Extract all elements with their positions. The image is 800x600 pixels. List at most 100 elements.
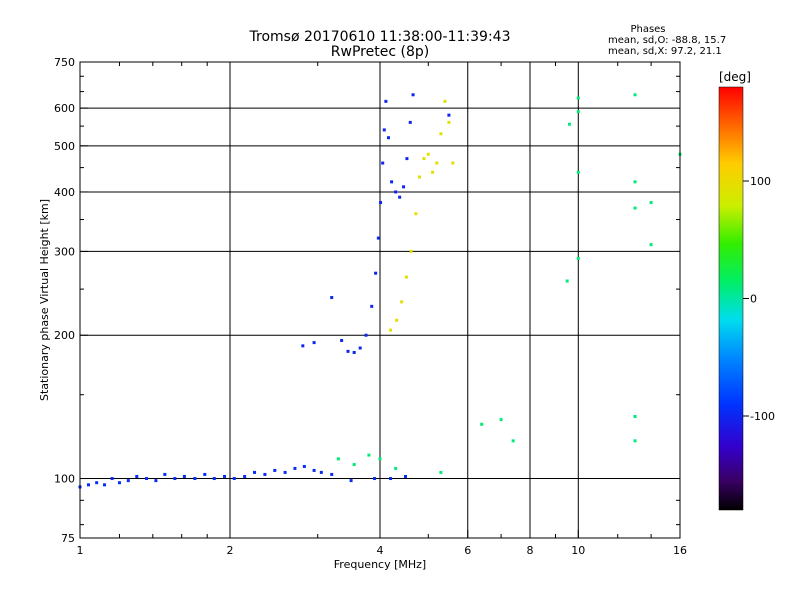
chart-subtitle: RwPretec (8p) (331, 44, 429, 60)
data-point (370, 304, 374, 308)
data-point (633, 180, 637, 184)
chart-title: Tromsø 20170610 11:38:00-11:39:43 (249, 29, 511, 45)
data-point (301, 344, 305, 348)
data-point (414, 212, 418, 216)
data-point (358, 346, 362, 350)
data-point (576, 256, 580, 260)
data-point (405, 157, 409, 161)
data-point (364, 333, 368, 337)
data-point (386, 136, 390, 140)
data-point (86, 483, 90, 487)
data-point (381, 161, 385, 165)
colorbar-tick-label: 100 (750, 175, 771, 188)
series-f-layer-trace-x-mode- (389, 99, 455, 332)
data-point (352, 350, 356, 354)
y-tick-label: 750 (54, 56, 75, 69)
x-tick-label: 8 (527, 544, 534, 557)
data-points (78, 93, 682, 489)
series-f-layer-trace-o-mode- (301, 93, 451, 354)
y-tick-label: 400 (54, 186, 75, 199)
data-point (394, 466, 398, 470)
data-point (633, 414, 637, 418)
data-point (403, 474, 407, 478)
phases-o-mode: mean, sd,O: -88.8, 15.7 (608, 35, 726, 46)
data-point (447, 120, 451, 124)
data-point (117, 481, 121, 485)
data-point (411, 93, 415, 97)
data-point (312, 341, 316, 345)
data-point (384, 99, 388, 103)
data-point (330, 296, 334, 300)
data-point (451, 161, 455, 165)
phases-heading: Phases (630, 24, 665, 35)
data-point (312, 468, 316, 472)
data-point (145, 477, 149, 481)
data-point (273, 468, 277, 472)
data-point (182, 474, 186, 478)
data-point (336, 457, 340, 461)
data-point (417, 175, 421, 179)
y-tick-label: 200 (54, 329, 75, 342)
y-tick-label: 100 (54, 473, 75, 486)
data-point (232, 477, 236, 481)
grid-lines (80, 62, 680, 538)
data-point (378, 457, 382, 461)
data-point (511, 439, 515, 443)
data-point (263, 472, 267, 476)
data-point (439, 132, 443, 136)
data-point (395, 318, 399, 322)
x-tick-label: 1 (77, 544, 84, 557)
data-point (649, 243, 653, 247)
data-point (409, 249, 413, 253)
data-point (340, 338, 344, 342)
data-point (330, 472, 334, 476)
data-point (253, 470, 257, 474)
data-point (110, 477, 114, 481)
data-point (203, 472, 207, 476)
data-point (163, 472, 167, 476)
data-point (439, 470, 443, 474)
y-tick-label: 500 (54, 140, 75, 153)
data-point (373, 477, 377, 481)
data-point (431, 170, 435, 174)
data-point (633, 439, 637, 443)
x-tick-label: 16 (673, 544, 687, 557)
data-point (346, 349, 350, 353)
data-point (103, 483, 107, 487)
data-point (435, 161, 439, 165)
data-point (394, 190, 398, 194)
data-point (390, 180, 394, 184)
data-point (212, 477, 216, 481)
data-point (408, 120, 412, 124)
data-point (400, 300, 404, 304)
colorbar-ticks: 100 0 -100 (743, 175, 775, 423)
x-tick-label: 4 (377, 544, 384, 557)
data-point (567, 122, 571, 126)
data-point (649, 201, 653, 205)
colorbar-label: [deg] (719, 70, 751, 84)
data-point (349, 479, 353, 483)
y-tick-label: 600 (54, 102, 75, 115)
y-tick-label: 300 (54, 245, 75, 258)
data-point (243, 474, 247, 478)
data-point (576, 96, 580, 100)
data-point (404, 275, 408, 279)
phases-x-mode: mean, sd,X: 97.2, 21.1 (608, 46, 722, 57)
data-point (283, 470, 287, 474)
data-point (565, 279, 569, 283)
colorbar (718, 86, 744, 511)
data-point (398, 195, 402, 199)
data-point (376, 236, 380, 240)
data-point (576, 170, 580, 174)
data-point (293, 466, 297, 470)
series-scattered-echoes (336, 93, 682, 474)
data-point (135, 474, 139, 478)
data-point (426, 152, 430, 156)
data-point (447, 113, 451, 117)
data-point (389, 477, 393, 481)
plot-area (79, 61, 681, 539)
y-tick-label: 75 (61, 532, 75, 545)
data-point (499, 418, 503, 422)
data-point (480, 422, 484, 426)
